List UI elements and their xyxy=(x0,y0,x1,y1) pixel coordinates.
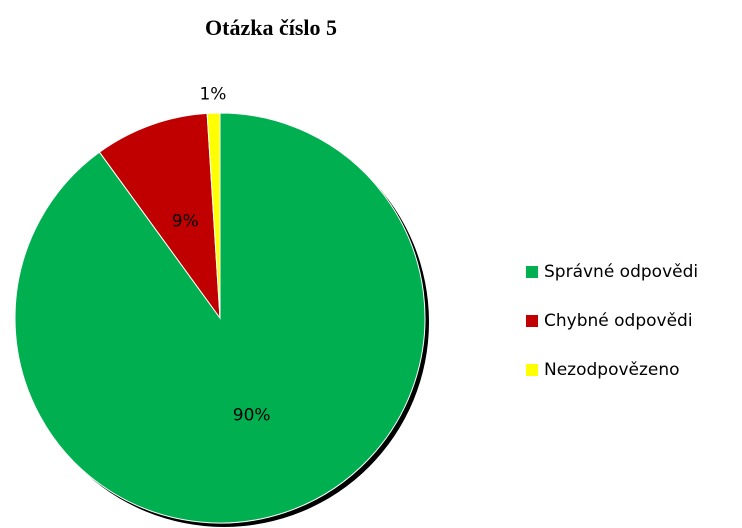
pie-slice xyxy=(98,112,221,320)
chart-title: Otázka číslo 5 xyxy=(205,15,337,40)
data-label: 9% xyxy=(172,212,199,232)
legend-label: Nezodpovězeno xyxy=(544,360,680,380)
legend-label: Chybné odpovědi xyxy=(544,311,693,331)
legend-swatch xyxy=(526,315,538,327)
data-label: 1% xyxy=(199,85,226,105)
data-label: 90% xyxy=(233,405,271,425)
legend-swatch xyxy=(526,266,538,278)
legend-label: Správné odpovědi xyxy=(544,262,698,282)
legend-swatch xyxy=(526,364,538,376)
pie-slice xyxy=(206,112,221,319)
